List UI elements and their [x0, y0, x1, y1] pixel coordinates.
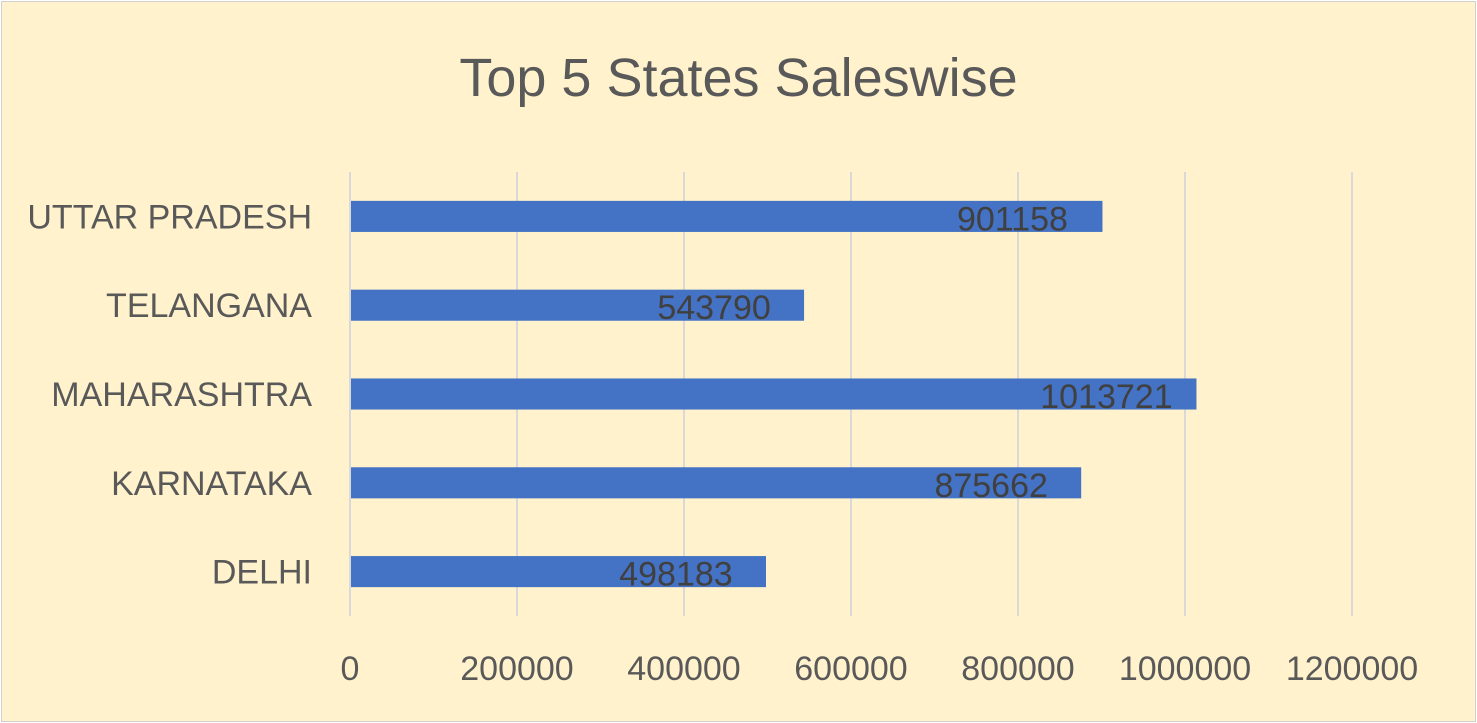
- x-tick-label-6: 1200000: [1286, 650, 1418, 688]
- bar-3: [351, 467, 1082, 499]
- bar-4: [351, 556, 766, 588]
- data-label-4: 498183: [619, 556, 732, 594]
- bar-0: [351, 200, 1103, 232]
- x-tick-label-1: 200000: [460, 650, 573, 688]
- x-tick-label-5: 1000000: [1119, 650, 1251, 688]
- x-tick-label-3: 600000: [794, 650, 907, 688]
- data-label-2: 1013721: [1040, 378, 1172, 416]
- category-label-0: UTTAR PRADESH: [27, 198, 312, 236]
- chart-title: Top 5 States Saleswise: [459, 48, 1018, 108]
- category-label-4: DELHI: [212, 554, 312, 592]
- data-label-0: 901158: [957, 200, 1068, 238]
- bar-2: [351, 378, 1197, 410]
- x-tick-label-4: 800000: [961, 650, 1074, 688]
- x-tick-label-2: 400000: [627, 650, 740, 688]
- category-label-2: MAHARASHTRA: [51, 376, 312, 414]
- bar-1: [351, 289, 805, 321]
- x-tick-label-0: 0: [341, 650, 360, 688]
- category-label-3: KARNATAKA: [111, 465, 312, 503]
- data-label-3: 875662: [934, 467, 1047, 505]
- data-label-1: 543790: [657, 289, 770, 327]
- category-label-1: TELANGANA: [106, 287, 312, 325]
